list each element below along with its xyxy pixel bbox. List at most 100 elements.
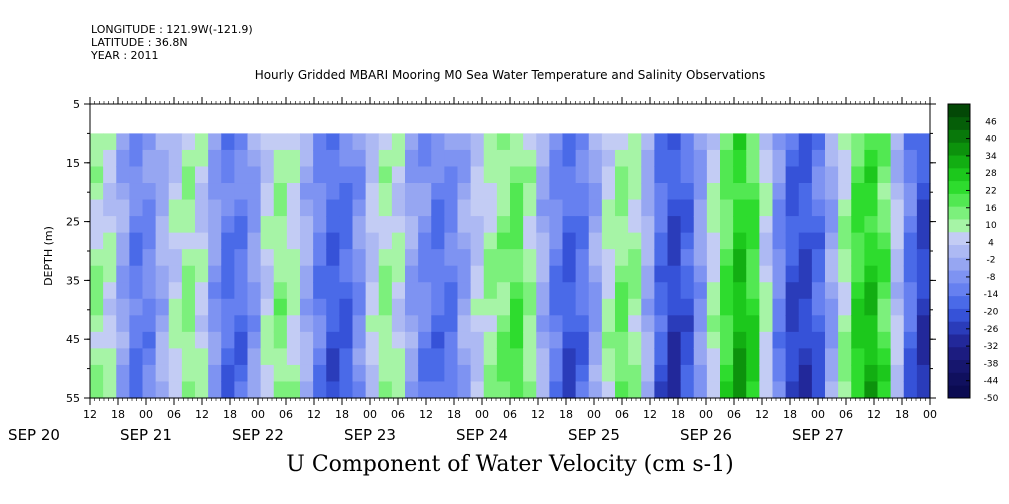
heatmap-cell: [811, 232, 826, 250]
heatmap-cell: [641, 282, 655, 300]
heatmap-cell: [864, 149, 879, 168]
heatmap-cell: [496, 331, 511, 349]
heatmap-cell: [693, 282, 708, 300]
colorbar-label: 34: [985, 152, 997, 162]
heatmap-cell: [352, 381, 367, 399]
heatmap-cell: [168, 232, 183, 250]
heatmap-cell: [496, 315, 511, 333]
heatmap-cell: [759, 315, 774, 333]
heatmap-cell: [654, 183, 669, 201]
heatmap-cell: [628, 315, 642, 333]
heatmap-cell: [615, 331, 629, 349]
heatmap-cell: [339, 199, 354, 217]
heatmap-cell: [903, 199, 918, 217]
heatmap-cell: [562, 199, 577, 217]
heatmap-cell: [431, 381, 445, 399]
heatmap-cell: [864, 166, 879, 184]
heatmap-cell: [838, 381, 852, 399]
heatmap-cell: [759, 282, 774, 300]
heatmap-cell: [903, 249, 918, 267]
heatmap-cell: [326, 166, 340, 184]
heatmap-cell: [326, 199, 340, 217]
heatmap-cell: [523, 381, 537, 399]
heatmap-cell: [155, 232, 170, 250]
heatmap-cell: [339, 381, 354, 399]
heatmap-cell: [772, 364, 787, 383]
heatmap-cell: [365, 166, 380, 184]
heatmap-cell: [221, 166, 235, 184]
heatmap-cell: [286, 348, 301, 366]
heatmap-cell: [536, 364, 550, 383]
heatmap-cell: [523, 282, 537, 300]
colorbar-swatch: [948, 257, 970, 271]
heatmap-cell: [273, 331, 288, 349]
heatmap-cell: [273, 282, 288, 300]
heatmap-cell: [431, 199, 445, 217]
heatmap-cell: [181, 199, 196, 217]
heatmap-cell: [418, 298, 432, 316]
heatmap-cell: [483, 166, 498, 184]
heatmap-cell: [759, 364, 774, 383]
heatmap-cell: [90, 348, 104, 366]
heatmap-cell: [286, 331, 301, 349]
heatmap-cell: [733, 364, 747, 383]
heatmap-cell: [903, 331, 918, 349]
heatmap-cell: [549, 282, 564, 300]
heatmap-cell: [234, 183, 249, 201]
heatmap-cell: [811, 166, 826, 184]
heatmap-cell: [720, 199, 734, 217]
heatmap-cell: [90, 331, 104, 349]
heatmap-cell: [470, 199, 485, 217]
heatmap-cell: [339, 348, 354, 366]
heatmap-cell: [877, 199, 892, 217]
heatmap-cell: [273, 298, 288, 316]
heatmap-cell: [523, 364, 537, 383]
heatmap-cell: [523, 249, 537, 267]
heatmap-cell: [890, 265, 905, 283]
heatmap-cell: [825, 282, 839, 300]
heatmap-cell: [523, 232, 537, 250]
heatmap-cell: [221, 199, 235, 217]
x-tick-label: 06: [727, 408, 741, 421]
heatmap-cell: [365, 315, 380, 333]
heatmap-cell: [759, 331, 774, 349]
heatmap-cell: [562, 232, 577, 250]
heatmap-cell: [300, 133, 314, 151]
heatmap-cell: [470, 249, 485, 267]
heatmap-cell: [615, 315, 629, 333]
heatmap-cell: [181, 265, 196, 283]
colorbar-label: 46: [985, 117, 997, 127]
heatmap-cell: [890, 364, 905, 383]
heatmap-cell: [785, 166, 800, 184]
heatmap-cell: [890, 348, 905, 366]
heatmap-cell: [680, 381, 695, 399]
x-day-label: SEP 20: [8, 426, 60, 444]
heatmap-cell: [838, 331, 852, 349]
heatmap-cell: [260, 232, 275, 250]
heatmap-cell: [890, 149, 905, 168]
heatmap-cell: [326, 298, 340, 316]
heatmap-cell: [116, 298, 130, 316]
heatmap-cell: [877, 166, 892, 184]
heatmap-cell: [798, 199, 813, 217]
heatmap-cell: [798, 348, 813, 366]
heatmap-cell: [155, 166, 170, 184]
heatmap-cell: [286, 265, 301, 283]
x-day-label: SEP 26: [680, 426, 732, 444]
heatmap-cell: [720, 149, 734, 168]
heatmap-cell: [142, 199, 157, 217]
heatmap-cell: [221, 298, 235, 316]
heatmap-cell: [575, 249, 590, 267]
heatmap-cell: [326, 315, 340, 333]
heatmap-cell: [155, 265, 170, 283]
heatmap-cell: [234, 133, 249, 151]
heatmap-cell: [457, 265, 472, 283]
heatmap-cell: [510, 381, 524, 399]
heatmap-cell: [864, 216, 879, 234]
heatmap-cell: [142, 183, 157, 201]
heatmap-cell: [601, 282, 616, 300]
heatmap-cell: [549, 133, 564, 151]
heatmap-cell: [785, 183, 800, 201]
colorbar-label: 10: [985, 221, 997, 231]
heatmap-cell: [706, 183, 721, 201]
